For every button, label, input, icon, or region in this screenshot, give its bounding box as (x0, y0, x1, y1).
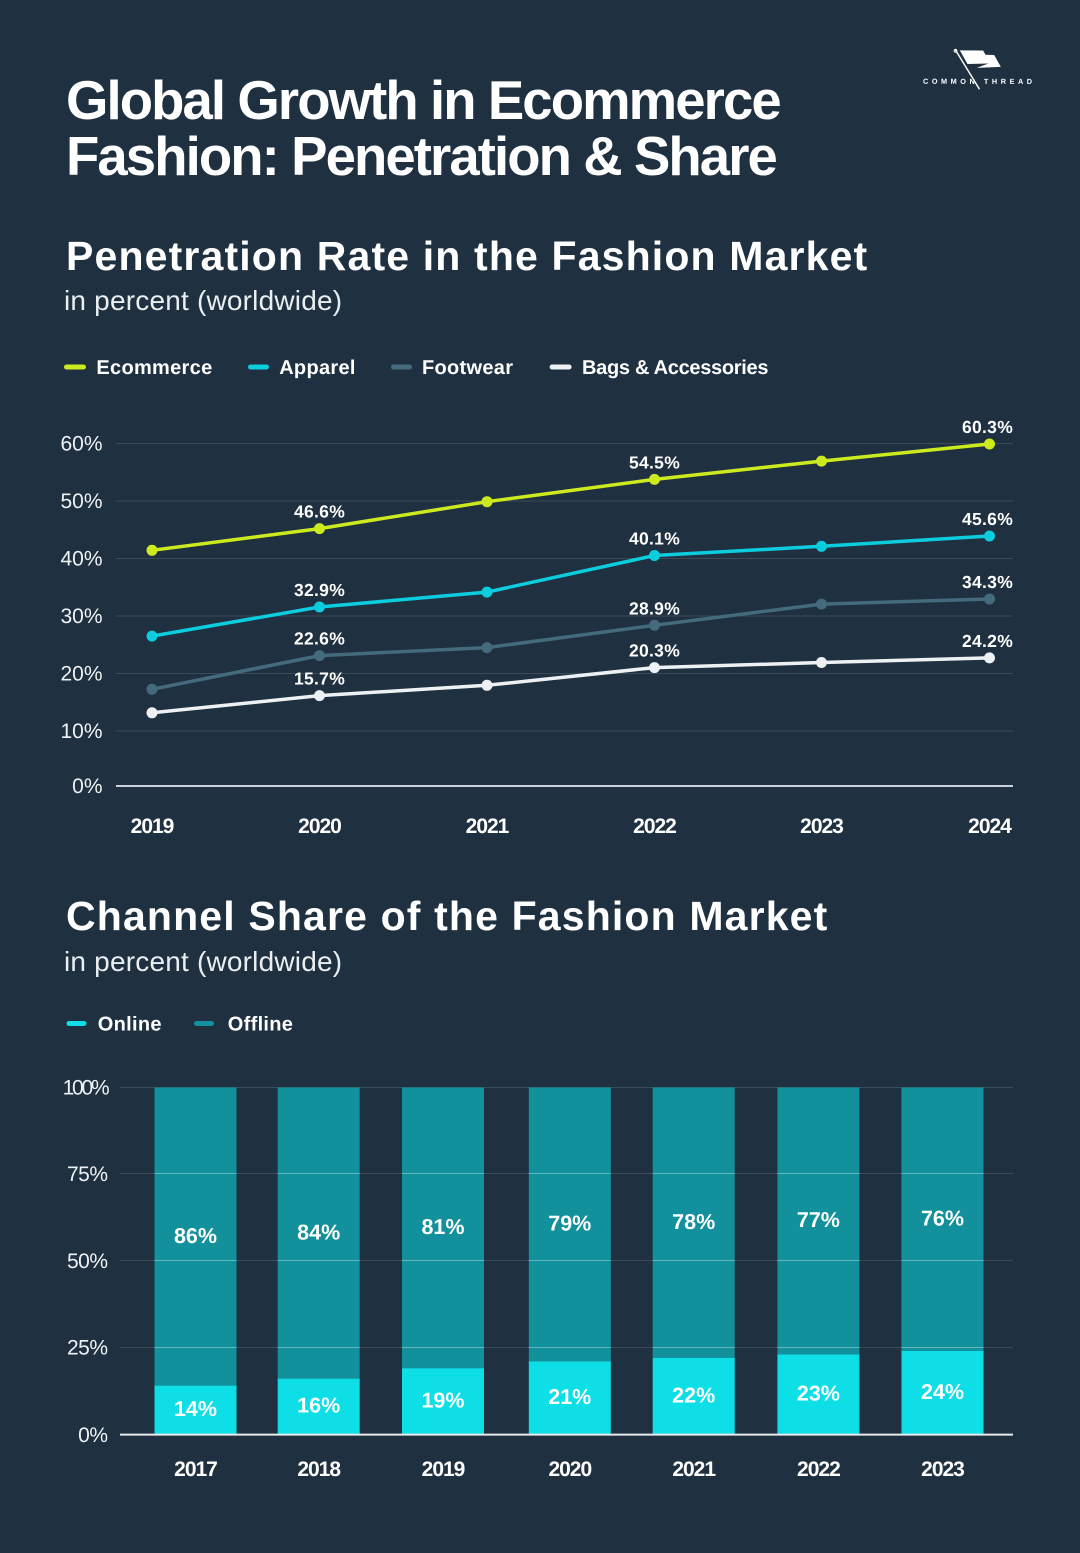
svg-text:16%: 16% (297, 1394, 340, 1418)
svg-text:77%: 77% (797, 1208, 840, 1232)
svg-text:60.3%: 60.3% (962, 417, 1013, 437)
svg-text:100%: 100% (63, 1077, 109, 1100)
svg-text:24.2%: 24.2% (962, 631, 1013, 651)
svg-text:Apparel: Apparel (279, 357, 356, 379)
svg-text:50%: 50% (60, 490, 102, 513)
svg-text:15.7%: 15.7% (294, 669, 345, 689)
svg-text:COMMON THREAD: COMMON THREAD (923, 77, 1036, 86)
svg-text:20%: 20% (60, 663, 102, 686)
svg-text:30%: 30% (60, 605, 102, 628)
svg-text:Online: Online (98, 1013, 162, 1035)
svg-text:28.9%: 28.9% (629, 598, 680, 618)
svg-text:23%: 23% (797, 1382, 840, 1406)
svg-text:86%: 86% (174, 1224, 217, 1248)
svg-text:10%: 10% (60, 720, 102, 743)
svg-text:46.6%: 46.6% (294, 502, 345, 522)
svg-text:54.5%: 54.5% (629, 452, 680, 472)
svg-text:Ecommerce: Ecommerce (96, 357, 212, 379)
svg-text:2019: 2019 (422, 1458, 465, 1481)
svg-text:2020: 2020 (548, 1458, 591, 1481)
svg-text:2024: 2024 (968, 815, 1012, 838)
svg-text:60%: 60% (60, 433, 102, 456)
svg-text:21%: 21% (548, 1385, 591, 1409)
svg-text:24%: 24% (921, 1380, 964, 1404)
svg-text:2017: 2017 (174, 1458, 217, 1481)
svg-text:2023: 2023 (921, 1458, 964, 1481)
svg-text:2021: 2021 (466, 815, 510, 838)
svg-text:14%: 14% (174, 1397, 217, 1421)
svg-text:34.3%: 34.3% (962, 572, 1013, 592)
svg-text:2020: 2020 (298, 815, 341, 838)
svg-text:2022: 2022 (797, 1458, 840, 1481)
svg-text:Offline: Offline (228, 1013, 293, 1035)
svg-text:79%: 79% (548, 1212, 591, 1236)
svg-text:2019: 2019 (131, 815, 174, 838)
svg-text:Bags & Accessories: Bags & Accessories (582, 357, 768, 379)
svg-text:Footwear: Footwear (422, 357, 513, 379)
svg-text:20.3%: 20.3% (629, 641, 680, 661)
svg-text:25%: 25% (67, 1337, 108, 1360)
svg-text:32.9%: 32.9% (294, 580, 345, 600)
svg-text:2022: 2022 (633, 815, 676, 838)
svg-text:76%: 76% (921, 1207, 964, 1231)
svg-text:2023: 2023 (800, 815, 843, 838)
svg-text:81%: 81% (421, 1215, 464, 1239)
svg-text:2018: 2018 (297, 1458, 341, 1481)
svg-text:0%: 0% (72, 775, 102, 798)
svg-text:40.1%: 40.1% (629, 529, 680, 549)
svg-text:40%: 40% (60, 548, 102, 571)
svg-text:19%: 19% (421, 1389, 464, 1413)
svg-text:78%: 78% (672, 1210, 715, 1234)
svg-text:22.6%: 22.6% (294, 629, 345, 649)
svg-text:84%: 84% (297, 1220, 340, 1244)
svg-text:0%: 0% (78, 1424, 107, 1447)
svg-text:50%: 50% (67, 1250, 108, 1273)
svg-text:45.6%: 45.6% (962, 509, 1013, 529)
svg-text:22%: 22% (672, 1383, 715, 1407)
svg-text:75%: 75% (67, 1163, 108, 1186)
svg-text:2021: 2021 (672, 1458, 716, 1481)
